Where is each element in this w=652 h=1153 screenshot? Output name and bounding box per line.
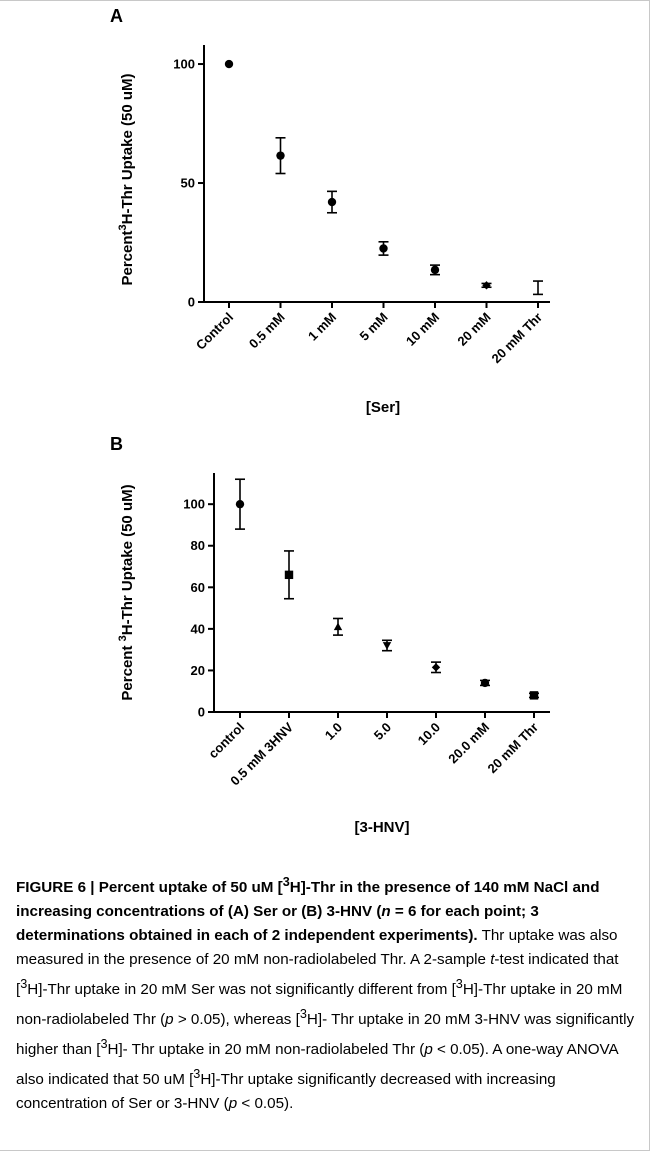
- data-point: [235, 499, 245, 509]
- y-axis-label-prefix: Percent: [119, 230, 136, 285]
- data-point-group: [480, 678, 490, 688]
- y-axis-label-superscript: 3: [117, 635, 129, 641]
- data-point-group: [430, 264, 440, 276]
- panel-letter: A: [110, 6, 123, 26]
- y-axis-label-superscript: 3: [117, 224, 129, 230]
- data-point: [431, 663, 441, 672]
- data-point: [382, 642, 392, 650]
- data-point: [224, 59, 234, 69]
- data-point-group: [333, 617, 343, 636]
- y-axis-label: Percent 3H-Thr Uptake (50 uM): [117, 484, 136, 700]
- data-point-group: [529, 691, 539, 700]
- x-tick-label: control: [205, 720, 247, 762]
- x-tick-label: 20 mM Thr: [489, 310, 546, 367]
- figure-caption: FIGURE 6 | Percent uptake of 50 uM [3H]-…: [16, 870, 640, 1116]
- data-point-group: [481, 281, 492, 290]
- data-point: [482, 281, 491, 290]
- y-axis-label-prefix: Percent: [119, 641, 136, 700]
- x-tick-label: 5.0: [371, 720, 394, 743]
- x-tick-label: 1 mM: [305, 310, 339, 344]
- y-tick-label: 100: [183, 497, 205, 512]
- chart-panel-a: A Percent3H-Thr Uptake (50 uM) 0 50 100 Contr…: [110, 6, 550, 416]
- data-point-group: [224, 59, 234, 69]
- x-tick-label: 20 mM Thr: [485, 720, 542, 777]
- x-tick-label: 20 mM: [454, 310, 493, 349]
- y-axis-label-main: H-Thr Uptake (50 uM): [119, 73, 136, 224]
- data-point-group: [327, 190, 337, 214]
- x-tick-label: 5 mM: [357, 310, 391, 344]
- y-tick-label: 0: [198, 705, 205, 720]
- x-tick-label: 0.5 mM: [246, 310, 288, 352]
- data-point: [529, 691, 539, 700]
- chart-panel-b: B Percent 3H-Thr Uptake (50 uM) 0 20 40 60 80 1…: [110, 434, 550, 836]
- x-tick-label: Control: [193, 310, 236, 353]
- data-point: [333, 622, 343, 631]
- caption-body: Thr uptake was also measured in the pres…: [16, 927, 635, 1113]
- x-axis-label: [3-HNV]: [355, 819, 410, 836]
- x-tick-label: 10 mM: [403, 310, 442, 349]
- data-point-group: [533, 280, 543, 296]
- data-point: [327, 197, 337, 207]
- data-point-group: [275, 137, 286, 175]
- y-tick-label: 60: [191, 580, 205, 595]
- panel-letter: B: [110, 434, 123, 454]
- y-tick-label: 100: [173, 57, 195, 72]
- x-tick-label: 20.0 mM: [445, 720, 492, 767]
- y-tick-label: 0: [188, 295, 195, 310]
- x-tick-label: 10.0: [415, 720, 444, 749]
- y-tick-label: 80: [191, 538, 205, 553]
- data-point: [284, 570, 294, 580]
- data-point: [276, 151, 285, 160]
- y-tick-label: 50: [181, 176, 195, 191]
- data-point: [480, 678, 490, 688]
- data-point-group: [382, 639, 392, 652]
- y-tick-label: 20: [191, 663, 205, 678]
- y-axis-label: Percent3H-Thr Uptake (50 uM): [117, 73, 136, 285]
- data-point-group: [235, 478, 245, 530]
- data-point: [379, 244, 388, 253]
- y-axis-label-main: H-Thr Uptake (50 uM): [119, 484, 136, 635]
- data-point-group: [431, 661, 441, 674]
- x-tick-label: 1.0: [322, 720, 345, 743]
- data-point: [430, 265, 440, 275]
- y-tick-label: 40: [191, 621, 205, 636]
- x-axis-label: [Ser]: [366, 399, 400, 416]
- data-point-group: [284, 550, 294, 600]
- data-point-group: [378, 240, 389, 256]
- caption-title: FIGURE 6 | Percent uptake of 50 uM [3H]-…: [16, 875, 600, 945]
